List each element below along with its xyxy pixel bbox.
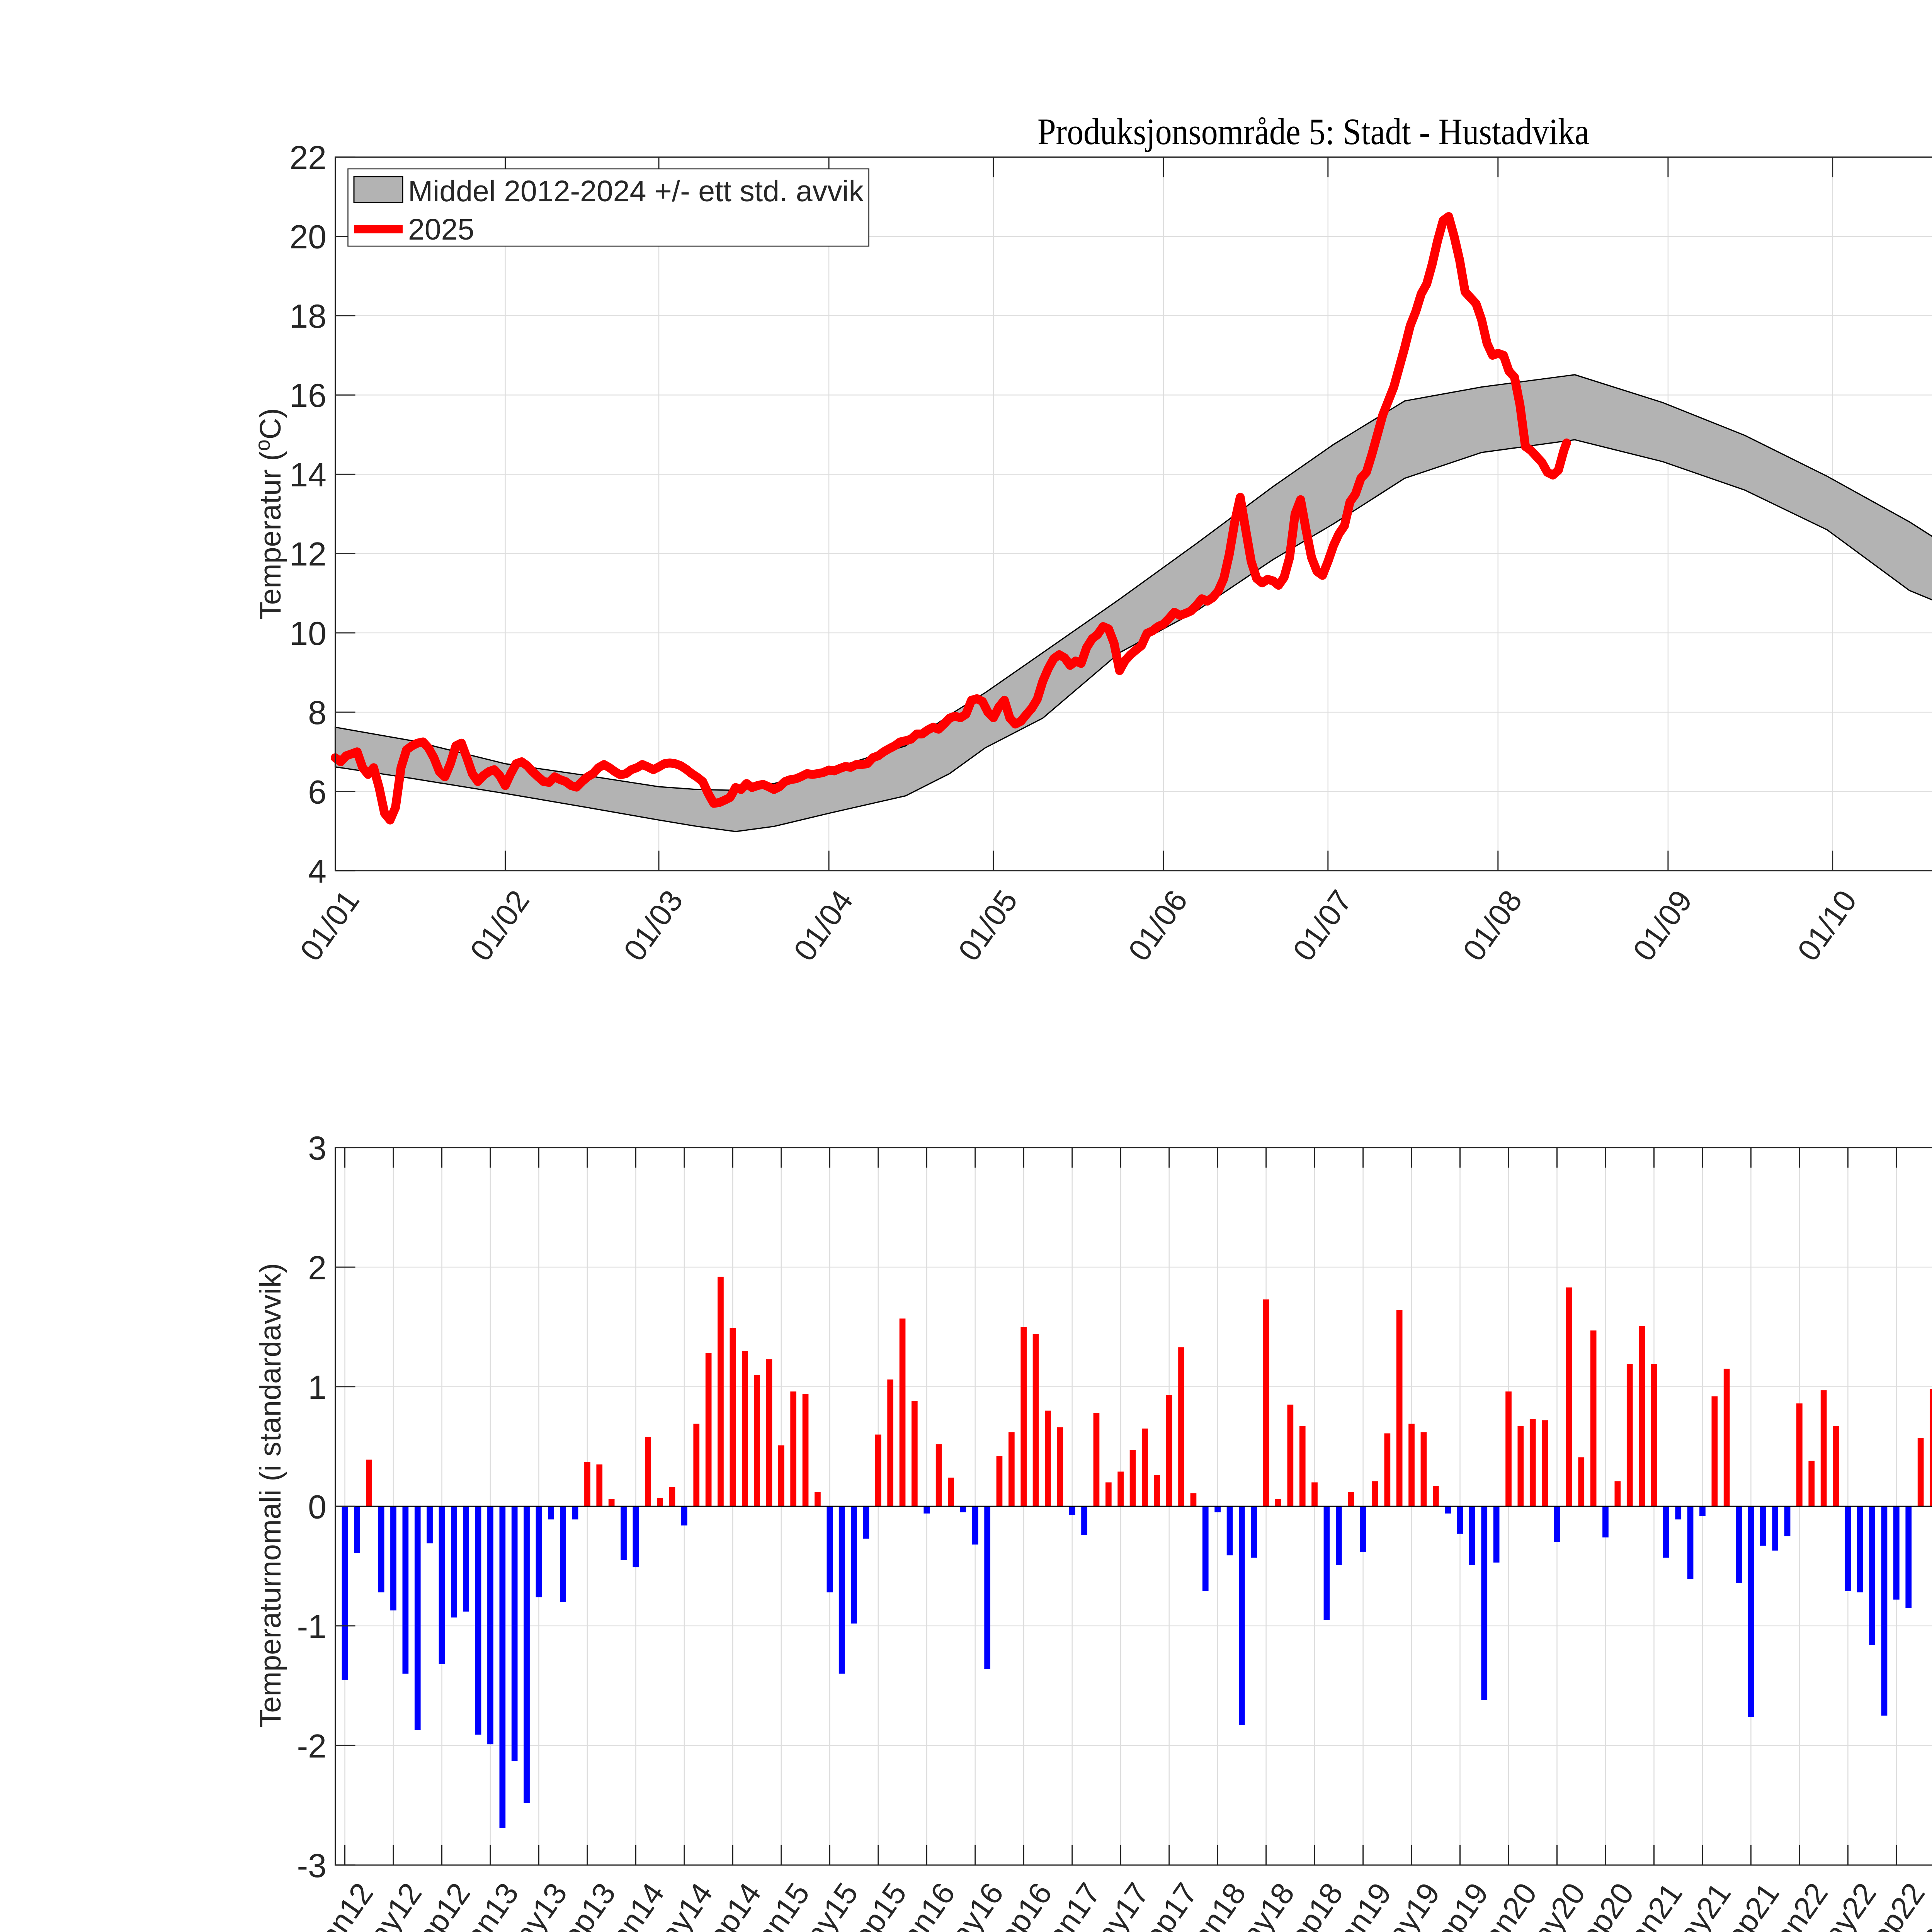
- svg-text:-3: -3: [297, 1847, 327, 1884]
- svg-text:6: 6: [308, 774, 327, 811]
- svg-text:Temperaturnomali (i standardav: Temperaturnomali (i standardavvik): [254, 1263, 287, 1728]
- svg-text:0: 0: [308, 1488, 327, 1526]
- svg-text:2025: 2025: [408, 213, 474, 246]
- svg-text:Temperatur (oC): Temperatur (oC): [251, 408, 287, 620]
- svg-text:12: 12: [289, 536, 327, 573]
- svg-text:Produksjonsområde 5: Stadt -: Produksjonsområde 5: Stadt - Hustadvika: [1037, 111, 1589, 152]
- svg-text:1: 1: [308, 1369, 327, 1406]
- svg-text:22: 22: [289, 139, 327, 176]
- svg-text:2: 2: [308, 1249, 327, 1286]
- svg-text:14: 14: [289, 456, 327, 493]
- svg-text:18: 18: [289, 298, 327, 335]
- svg-text:20: 20: [289, 219, 327, 256]
- svg-text:-2: -2: [297, 1728, 327, 1765]
- svg-text:16: 16: [289, 377, 327, 414]
- svg-text:10: 10: [289, 615, 327, 652]
- svg-text:8: 8: [308, 694, 327, 731]
- svg-text:4: 4: [308, 853, 327, 890]
- svg-text:Middel 2012-2024 +/- ett std.: Middel 2012-2024 +/- ett std. avvik: [408, 175, 864, 208]
- svg-text:-1: -1: [297, 1608, 327, 1645]
- svg-text:3: 3: [308, 1130, 327, 1167]
